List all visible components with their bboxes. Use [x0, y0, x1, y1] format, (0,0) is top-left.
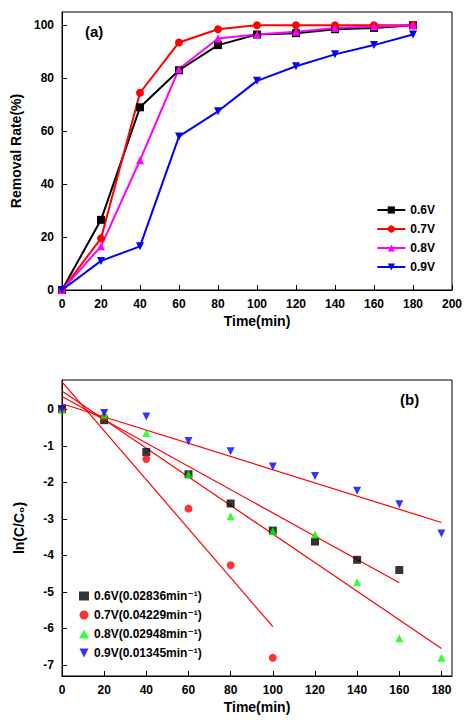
svg-text:-2: -2 [43, 475, 54, 489]
svg-text:180: 180 [403, 297, 423, 311]
svg-text:-4: -4 [43, 548, 54, 562]
svg-text:0.9V: 0.9V [410, 260, 435, 274]
svg-text:160: 160 [364, 297, 384, 311]
svg-text:200: 200 [442, 297, 462, 311]
svg-text:60: 60 [172, 297, 186, 311]
svg-text:80: 80 [41, 71, 55, 85]
svg-text:60: 60 [41, 124, 55, 138]
svg-text:0.6V(0.02836min⁻¹): 0.6V(0.02836min⁻¹) [94, 589, 202, 603]
svg-text:20: 20 [94, 297, 108, 311]
svg-text:20: 20 [41, 230, 55, 244]
svg-text:20: 20 [97, 683, 111, 697]
svg-text:80: 80 [224, 683, 238, 697]
svg-text:100: 100 [34, 18, 54, 32]
svg-text:0: 0 [59, 683, 66, 697]
svg-text:0.6V: 0.6V [410, 203, 435, 217]
svg-text:(a): (a) [85, 23, 103, 40]
svg-text:0.7V(0.04229min⁻¹): 0.7V(0.04229min⁻¹) [94, 608, 202, 622]
svg-text:-1: -1 [43, 439, 54, 453]
svg-text:140: 140 [347, 683, 367, 697]
svg-text:40: 40 [41, 177, 55, 191]
svg-text:0: 0 [59, 297, 66, 311]
svg-text:0.7V: 0.7V [410, 222, 435, 236]
svg-text:Time(min): Time(min) [224, 313, 291, 329]
svg-text:40: 40 [133, 297, 147, 311]
svg-text:100: 100 [247, 297, 267, 311]
svg-text:-6: -6 [43, 621, 54, 635]
svg-text:-7: -7 [43, 658, 54, 672]
svg-text:-3: -3 [43, 512, 54, 526]
svg-text:(b): (b) [400, 391, 419, 408]
svg-text:0.8V(0.02948min⁻¹): 0.8V(0.02948min⁻¹) [94, 627, 202, 641]
svg-text:80: 80 [211, 297, 225, 311]
svg-text:0.8V: 0.8V [410, 241, 435, 255]
svg-text:0.9V(0.01345min⁻¹): 0.9V(0.01345min⁻¹) [94, 646, 202, 660]
svg-text:120: 120 [305, 683, 325, 697]
svg-text:0: 0 [47, 283, 54, 297]
svg-text:160: 160 [389, 683, 409, 697]
svg-text:100: 100 [263, 683, 283, 697]
svg-text:-5: -5 [43, 585, 54, 599]
svg-text:0: 0 [47, 402, 54, 416]
svg-text:60: 60 [182, 683, 196, 697]
svg-text:140: 140 [325, 297, 345, 311]
svg-text:Removal Rate(%): Removal Rate(%) [8, 94, 24, 208]
svg-text:180: 180 [431, 683, 451, 697]
svg-text:40: 40 [140, 683, 154, 697]
svg-text:120: 120 [286, 297, 306, 311]
svg-text:ln(C/C₀): ln(C/C₀) [11, 502, 27, 554]
svg-text:Time(min): Time(min) [224, 699, 291, 715]
